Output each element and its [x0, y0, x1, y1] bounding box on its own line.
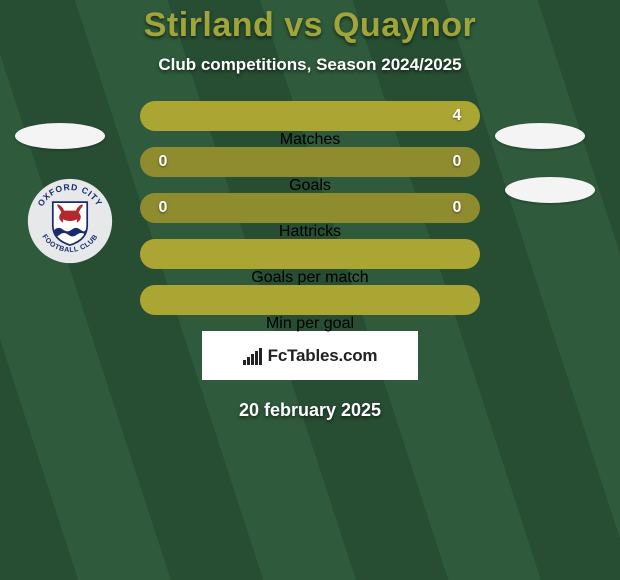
- stat-row: 00: [140, 193, 480, 223]
- club-badge: OXFORD CITY FOOTBALL CLUB: [27, 178, 113, 264]
- stat-left-value: 0: [156, 153, 170, 171]
- placeholder-ellipse-right-mid: [505, 177, 595, 203]
- fctables-watermark: FcTables.com: [202, 331, 418, 380]
- stat-row: [140, 285, 480, 315]
- stat-right-value: 4: [450, 107, 464, 125]
- stat-row: [140, 239, 480, 269]
- subtitle: Club competitions, Season 2024/2025: [0, 55, 620, 75]
- date-text: 20 february 2025: [0, 400, 620, 421]
- stat-label: Min per goal: [266, 315, 354, 333]
- placeholder-ellipse-left: [15, 123, 105, 149]
- page-title: Stirland vs Quaynor: [0, 6, 620, 45]
- stat-right-value: 0: [450, 153, 464, 171]
- fctables-text: FcTables.com: [268, 346, 378, 366]
- stat-row: 4: [140, 101, 480, 131]
- placeholder-ellipse-right-top: [495, 123, 585, 149]
- fctables-icon: [243, 347, 262, 365]
- stat-left-value: 0: [156, 199, 170, 217]
- stat-right-value: 0: [450, 199, 464, 217]
- stat-row: 00: [140, 147, 480, 177]
